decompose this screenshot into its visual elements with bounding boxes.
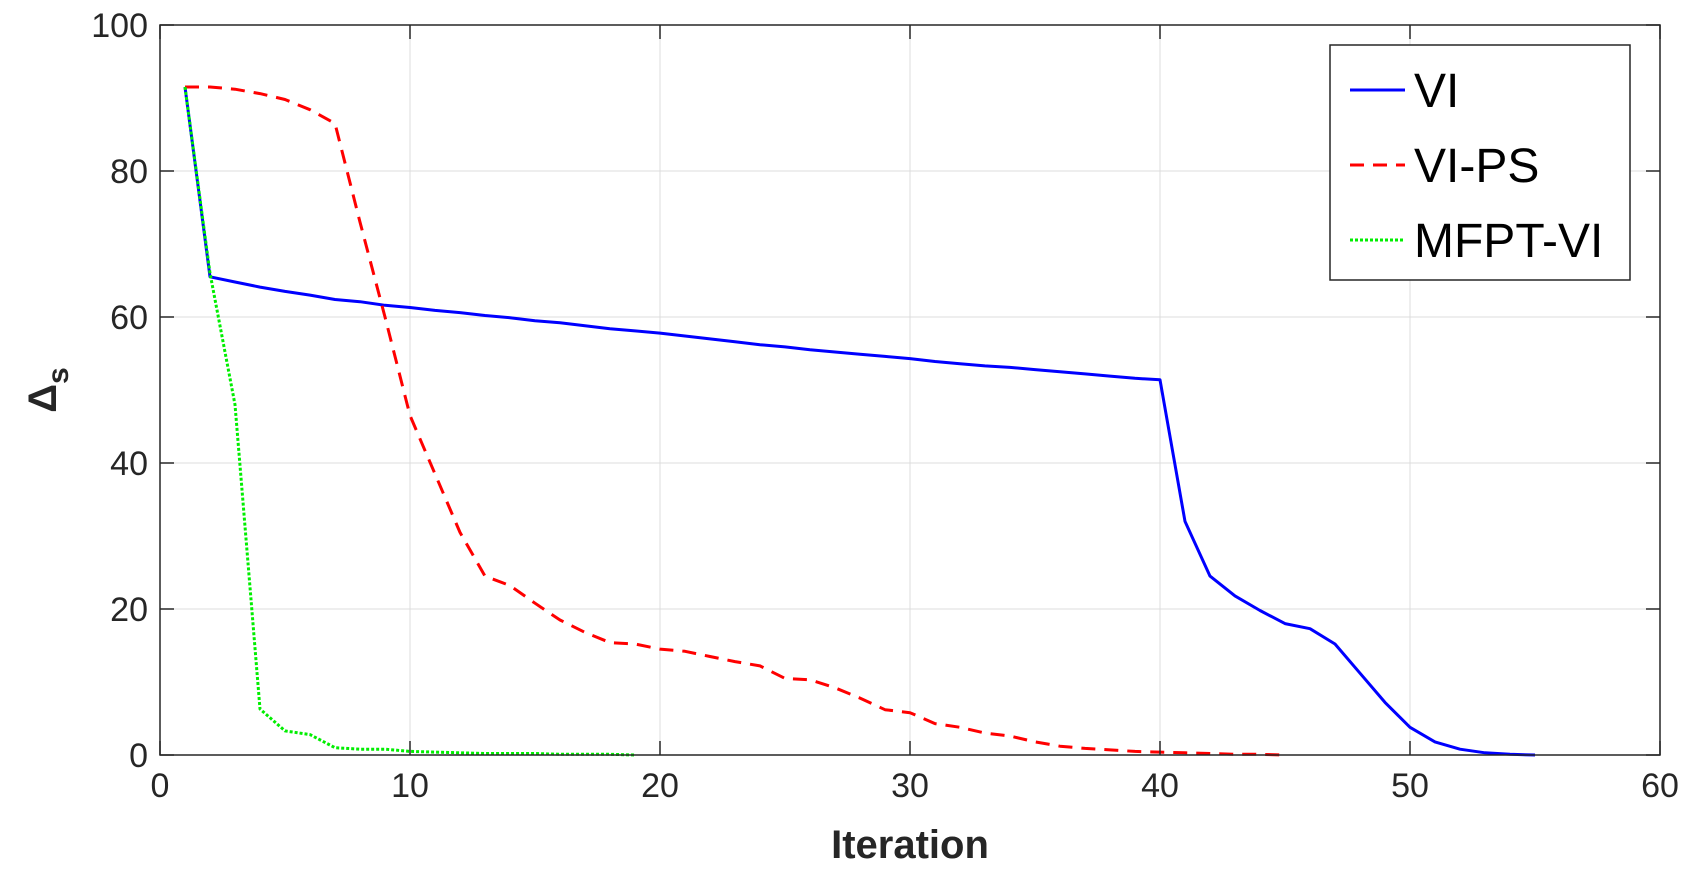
y-axis-title-subscript: s [42, 367, 75, 384]
x-tick-label: 50 [1391, 767, 1429, 805]
series-line-vi [183, 86, 1536, 757]
x-tick-label: 40 [1141, 767, 1179, 805]
data-series [183, 85, 1536, 757]
y-tick-label: 0 [129, 737, 148, 775]
y-axis-title-main: Δ [21, 384, 65, 413]
x-tick-label: 60 [1641, 767, 1679, 805]
y-tick-label: 60 [110, 299, 148, 337]
svg-text:Δs: Δs [21, 367, 75, 412]
x-tick-label: 20 [641, 767, 679, 805]
x-tick-label: 0 [151, 767, 170, 805]
legend-label: MFPT-VI [1414, 215, 1603, 268]
x-axis-title: Iteration [831, 823, 989, 867]
y-tick-label: 20 [110, 591, 148, 629]
series-line-mfpt-vi [183, 86, 636, 757]
y-tick-label: 40 [110, 445, 148, 483]
x-tick-label: 30 [891, 767, 929, 805]
legend: VI VI-PS MFPT-VI [1329, 44, 1631, 281]
legend-label: VI [1414, 65, 1459, 118]
y-tick-label: 80 [110, 153, 148, 191]
x-tick-label: 10 [391, 767, 429, 805]
y-tick-label: 100 [91, 7, 148, 45]
y-axis-title: Δs [21, 367, 75, 412]
series-line-vi-ps [185, 85, 1286, 757]
axes: 0 10 20 30 40 50 60 0 20 40 60 80 100 [91, 7, 1679, 805]
legend-label: VI-PS [1414, 140, 1539, 193]
